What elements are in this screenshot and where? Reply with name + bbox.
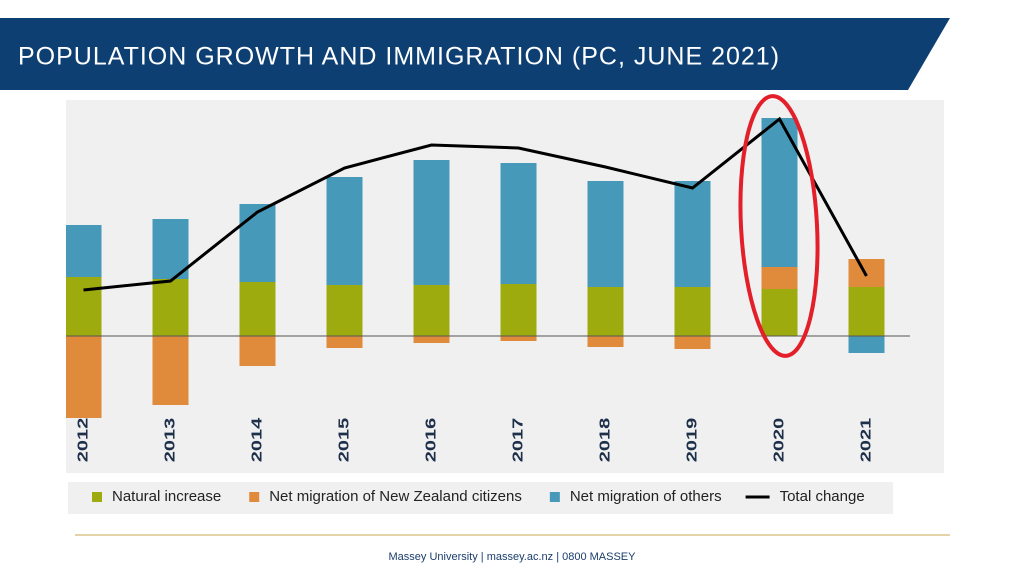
legend-label: Natural increase: [112, 488, 221, 505]
legend-swatch: [92, 492, 102, 502]
total-line: [83, 116, 868, 292]
bar-segment: [587, 336, 624, 347]
bar-segment: [848, 287, 885, 336]
x-tick-label: 2013: [161, 417, 178, 462]
bar-segment: [500, 284, 537, 336]
legend-swatch: [249, 492, 260, 502]
legend: Natural increase Net migration of New Zea…: [92, 488, 865, 505]
legend-label: Net migration of others: [570, 488, 722, 505]
bar-segment: [66, 277, 102, 336]
bar-segment: [848, 336, 885, 353]
bar-segment: [587, 287, 624, 336]
bar-segment: [413, 285, 450, 336]
bar-segment: [587, 181, 624, 287]
bar-segment: [674, 336, 711, 349]
bar-segment: [66, 336, 102, 418]
slide-title: POPULATION GROWTH AND IMMIGRATION (PC, J…: [18, 43, 780, 71]
bar-segment: [239, 282, 276, 336]
x-tick-label: 2018: [596, 417, 613, 462]
x-labels: 2012 2013 2014 2015 2016 2017 2018 2019 2020 2021: [74, 417, 874, 462]
bar-segment: [500, 163, 537, 284]
x-tick-label: 2016: [422, 417, 439, 462]
bar-segment: [761, 289, 798, 336]
plot: [66, 116, 910, 418]
bar-segment: [239, 204, 276, 282]
bar-segment: [500, 336, 537, 341]
x-tick-label: 2019: [683, 417, 700, 462]
bar-segment: [761, 267, 798, 289]
bar-segment: [152, 219, 189, 279]
x-tick-label: 2021: [857, 417, 874, 462]
x-tick-label: 2020: [770, 418, 787, 462]
bar-segment: [413, 160, 450, 285]
bar-segment: [674, 287, 711, 336]
legend-label: Total change: [780, 488, 865, 505]
bar-segment: [413, 336, 450, 343]
bar-segment: [326, 285, 363, 336]
highlight-circle: [738, 94, 820, 358]
bar-segment: [152, 336, 189, 405]
bar-segment: [66, 225, 102, 277]
bar-segment: [239, 336, 276, 366]
bar-segment: [674, 181, 711, 287]
x-tick-label: 2012: [74, 418, 91, 462]
x-tick-label: 2015: [335, 417, 352, 462]
bar-segment: [326, 177, 363, 285]
x-tick-label: 2017: [509, 418, 526, 462]
footer: Massey University | massey.ac.nz | 0800 …: [389, 551, 637, 563]
legend-label: Net migration of New Zealand citizens: [269, 488, 522, 505]
bar-segment: [326, 336, 363, 348]
legend-swatch: [549, 492, 560, 502]
x-tick-label: 2014: [248, 417, 265, 462]
bar-segment: [152, 279, 189, 336]
title-band: [0, 18, 950, 90]
